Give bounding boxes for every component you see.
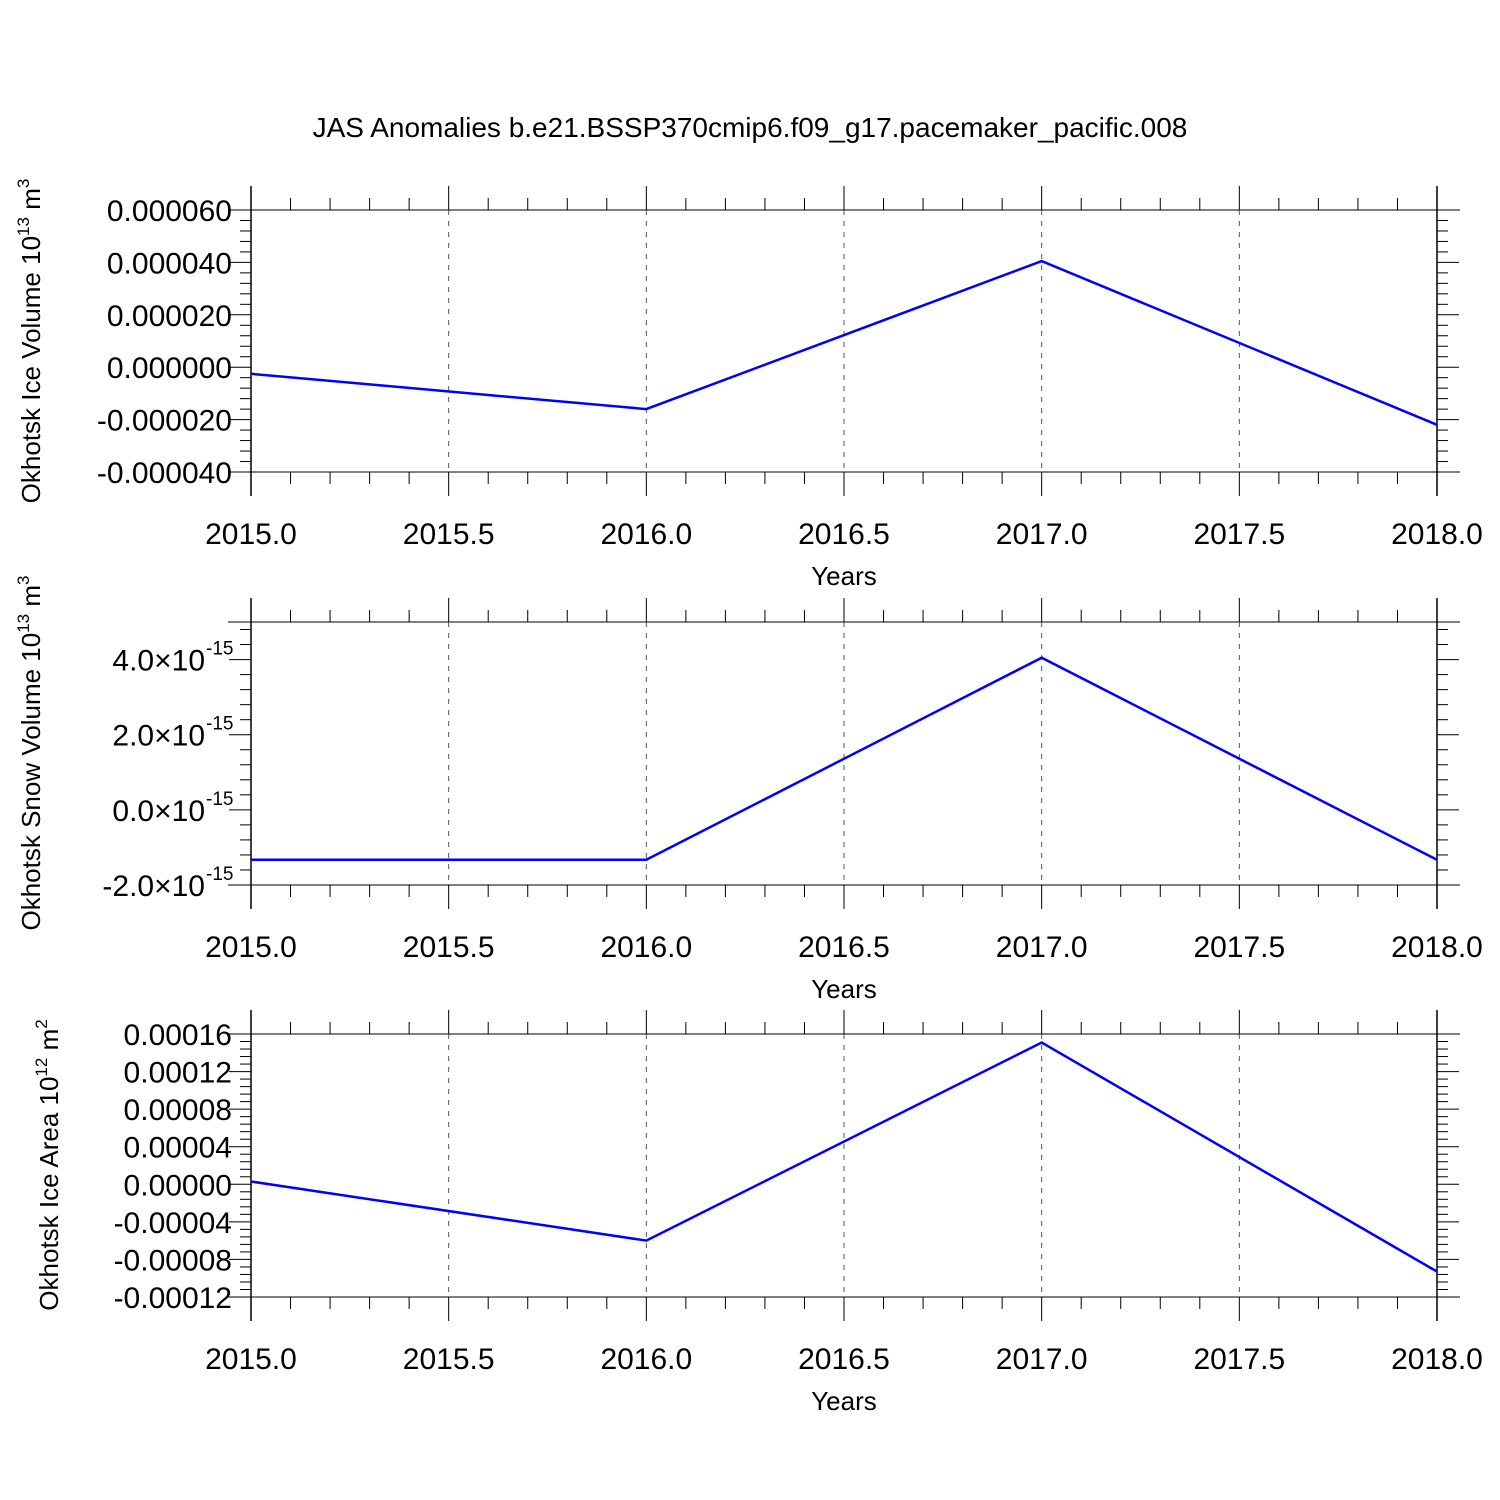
y-tick-label: 0.00008 — [124, 1094, 232, 1127]
y-tick-label: 4.0×10 — [112, 645, 205, 678]
x-tick-label: 2017.0 — [996, 1343, 1088, 1376]
x-tick-label: 2016.0 — [600, 931, 692, 964]
y-tick-label: 0.000000 — [107, 352, 232, 385]
x-axis-label: Years — [811, 561, 877, 591]
y-tick-label: 0.00016 — [124, 1019, 232, 1052]
x-tick-label: 2015.5 — [403, 1343, 495, 1376]
chart-panel-ice-area: 2015.0 2015.5 2016.0 2016.5 2017.0 2017.5 2018… — [32, 1010, 1483, 1416]
y-tick-label: -2.0×10 — [102, 870, 205, 903]
y-axis-label: Okhotsk Ice Area 1012 m2 — [32, 1019, 64, 1310]
series-line — [251, 656, 1438, 862]
y-tick-label: 2.0×10 — [112, 720, 205, 753]
y-tick-label: 0.00004 — [124, 1132, 232, 1165]
y-axis-label: Okhotsk Snow Volume 1013 m3 — [14, 576, 46, 931]
x-tick-label: 2018.0 — [1391, 518, 1483, 551]
x-tick-label: 2015.5 — [403, 518, 495, 551]
x-tick-label: 2018.0 — [1391, 931, 1483, 964]
y-tick-label: -0.00012 — [114, 1282, 232, 1315]
series-line — [250, 259, 1438, 426]
x-axis-label: Years — [811, 974, 877, 1004]
y-tick-label: -0.00008 — [114, 1244, 232, 1277]
series-line — [250, 1041, 1438, 1273]
x-tick-label: 2016.5 — [798, 1343, 890, 1376]
y-axis-label: Okhotsk Ice Volume 1013 m3 — [14, 179, 46, 504]
x-tick-label: 2017.5 — [1193, 518, 1285, 551]
y-tick-exponent: -15 — [206, 714, 233, 735]
y-tick-label: 0.00012 — [124, 1057, 232, 1090]
y-tick-label: 0.00000 — [124, 1169, 232, 1202]
x-tick-label: 2017.5 — [1193, 1343, 1285, 1376]
figure-title: JAS Anomalies b.e21.BSSP370cmip6.f09_g17… — [313, 112, 1188, 143]
x-tick-label: 2017.5 — [1193, 931, 1285, 964]
y-tick-exponent: -15 — [206, 864, 233, 885]
chart-panel-ice-volume: 2015.0 2015.5 2016.0 2016.5 2017.0 2017.5 2018… — [14, 179, 1483, 591]
y-tick-exponent: -15 — [206, 639, 233, 660]
x-tick-label: 2017.0 — [996, 931, 1088, 964]
y-tick-label: 0.000020 — [107, 300, 232, 333]
x-tick-label: 2017.0 — [996, 518, 1088, 551]
x-tick-label: 2015.0 — [205, 518, 297, 551]
y-tick-label: 0.0×10 — [112, 795, 205, 828]
y-tick-label: -0.000040 — [97, 457, 232, 490]
x-tick-label: 2015.0 — [205, 931, 297, 964]
y-tick-label: -0.00004 — [114, 1207, 232, 1240]
y-tick-label: 0.000040 — [107, 247, 232, 280]
y-tick-label: 0.000060 — [107, 195, 232, 228]
y-tick-label: -0.000020 — [97, 405, 232, 438]
x-tick-label: 2016.5 — [798, 931, 890, 964]
x-axis-label: Years — [811, 1386, 877, 1416]
x-tick-label: 2015.0 — [205, 1343, 297, 1376]
chart-panel-snow-volume: 2015.0 2015.5 2016.0 2016.5 2017.0 2017.5 2018… — [14, 576, 1483, 1005]
x-tick-label: 2016.0 — [600, 1343, 692, 1376]
x-tick-label: 2015.5 — [403, 931, 495, 964]
y-tick-exponent: -15 — [206, 789, 233, 810]
x-tick-label: 2016.0 — [600, 518, 692, 551]
x-tick-label: 2016.5 — [798, 518, 890, 551]
x-tick-label: 2018.0 — [1391, 1343, 1483, 1376]
